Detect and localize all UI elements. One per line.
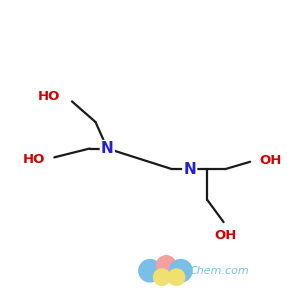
Text: HO: HO (38, 91, 60, 103)
Text: OH: OH (214, 229, 236, 242)
Circle shape (170, 260, 192, 282)
Text: Chem.com: Chem.com (190, 266, 250, 276)
Text: N: N (101, 141, 114, 156)
Circle shape (154, 269, 170, 285)
Circle shape (157, 256, 176, 275)
Circle shape (139, 260, 161, 282)
Circle shape (168, 269, 185, 285)
Text: HO: HO (23, 153, 46, 166)
Text: OH: OH (259, 154, 281, 167)
Text: N: N (183, 162, 196, 177)
